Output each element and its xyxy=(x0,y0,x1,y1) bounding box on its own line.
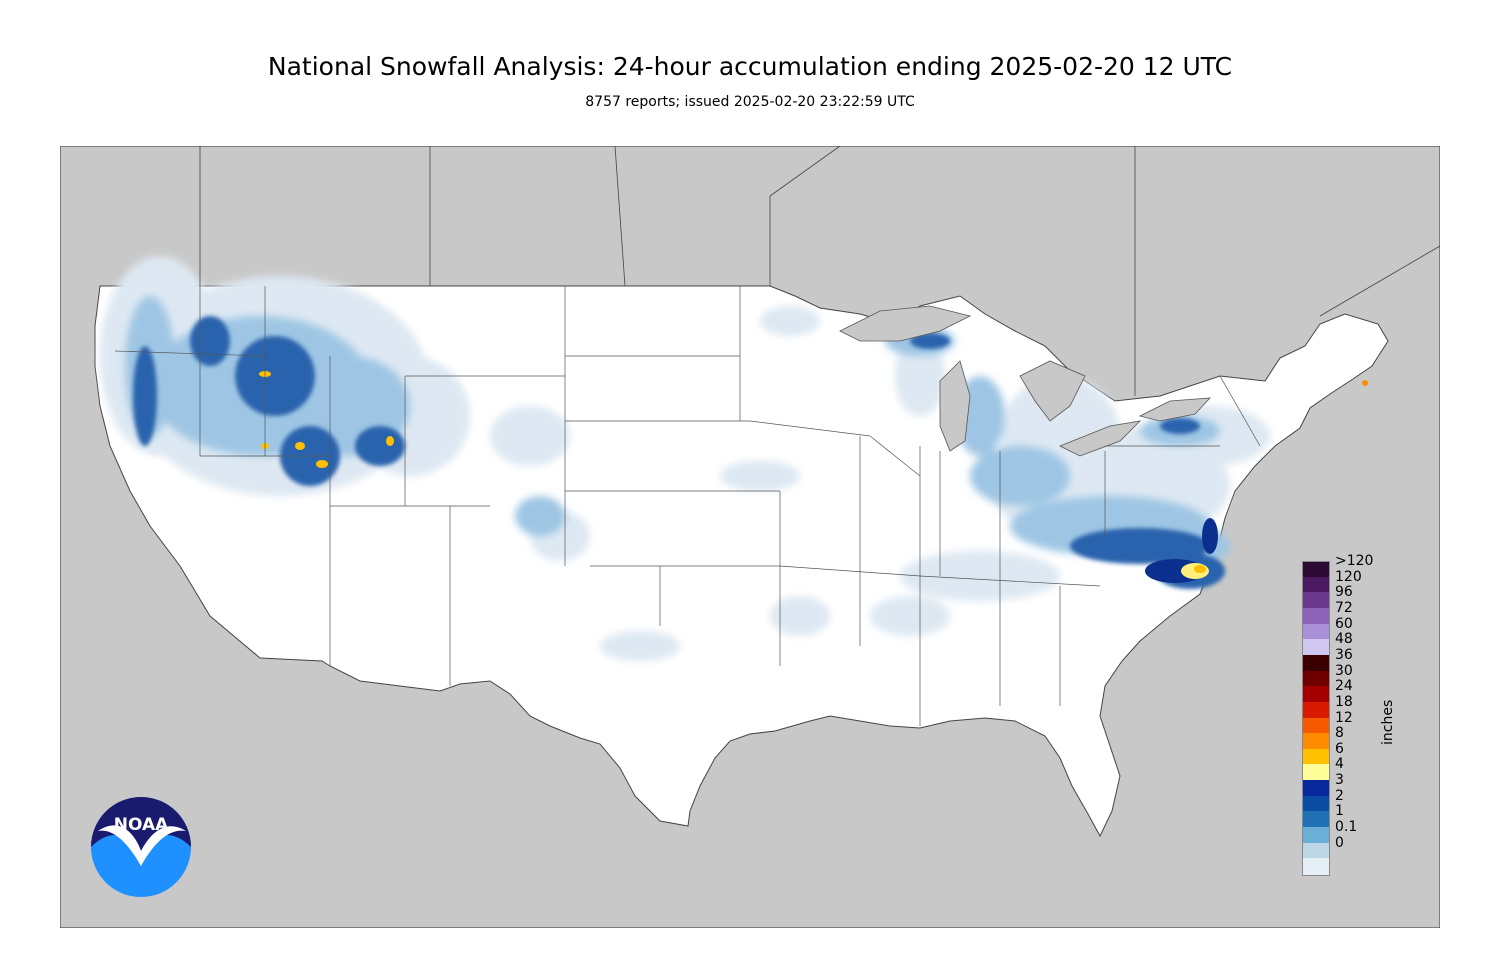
legend-label: 4 xyxy=(1335,756,1344,773)
legend-label: 48 xyxy=(1335,631,1353,648)
legend-swatch xyxy=(1302,780,1329,797)
legend-label: 36 xyxy=(1335,646,1353,663)
legend-swatch xyxy=(1302,701,1329,719)
great-lakes xyxy=(839,305,1211,457)
legend-swatch xyxy=(1302,670,1329,687)
legend-swatch xyxy=(1302,686,1329,703)
legend-swatch xyxy=(1302,733,1329,750)
legend-label: 0 xyxy=(1335,834,1344,851)
legend-label: >120 xyxy=(1335,553,1374,569)
legend-swatch xyxy=(1302,576,1329,594)
legend-label: 0.1 xyxy=(1335,819,1358,836)
legend-swatch xyxy=(1302,827,1329,844)
legend-label: 8 xyxy=(1335,725,1344,742)
legend-label: 3 xyxy=(1335,772,1344,789)
legend-swatch xyxy=(1302,811,1329,828)
legend-label: 120 xyxy=(1335,568,1362,585)
snow-extreme xyxy=(259,371,1368,579)
legend-swatch xyxy=(1302,842,1329,860)
legend-swatch xyxy=(1302,858,1329,875)
legend-label: 12 xyxy=(1335,709,1353,726)
legend-label: 72 xyxy=(1335,599,1353,616)
snowfall-map xyxy=(60,146,1440,928)
legend-label: 60 xyxy=(1335,615,1353,632)
legend-swatch xyxy=(1302,623,1329,640)
legend-label: 18 xyxy=(1335,693,1353,710)
legend-label: 6 xyxy=(1335,740,1344,757)
legend-swatch xyxy=(1302,654,1329,672)
legend-swatch xyxy=(1302,607,1329,625)
map-svg xyxy=(60,146,1440,928)
legend-label: 30 xyxy=(1335,662,1353,679)
legend-label: 2 xyxy=(1335,787,1344,804)
legend-swatch xyxy=(1302,639,1329,656)
legend-label: 96 xyxy=(1335,584,1353,601)
map-subtitle: 8757 reports; issued 2025-02-20 23:22:59… xyxy=(585,94,915,110)
legend-swatch xyxy=(1302,795,1329,813)
map-title: National Snowfall Analysis: 24-hour accu… xyxy=(267,52,1233,81)
legend-swatch xyxy=(1302,764,1329,781)
noaa-logo: NOAA xyxy=(90,796,192,898)
state-borders xyxy=(114,286,1261,726)
legend-label: 24 xyxy=(1335,678,1353,695)
legend-swatch xyxy=(1302,561,1329,578)
noaa-logo-text: NOAA xyxy=(114,815,169,835)
legend-swatch xyxy=(1302,748,1329,766)
noaa-logo-svg: NOAA xyxy=(91,797,191,897)
legend-label: 1 xyxy=(1335,803,1344,820)
international-borders xyxy=(199,146,1440,396)
legend-swatch xyxy=(1302,717,1329,734)
legend-units: inches xyxy=(1380,699,1396,745)
legend-swatch xyxy=(1302,592,1329,609)
